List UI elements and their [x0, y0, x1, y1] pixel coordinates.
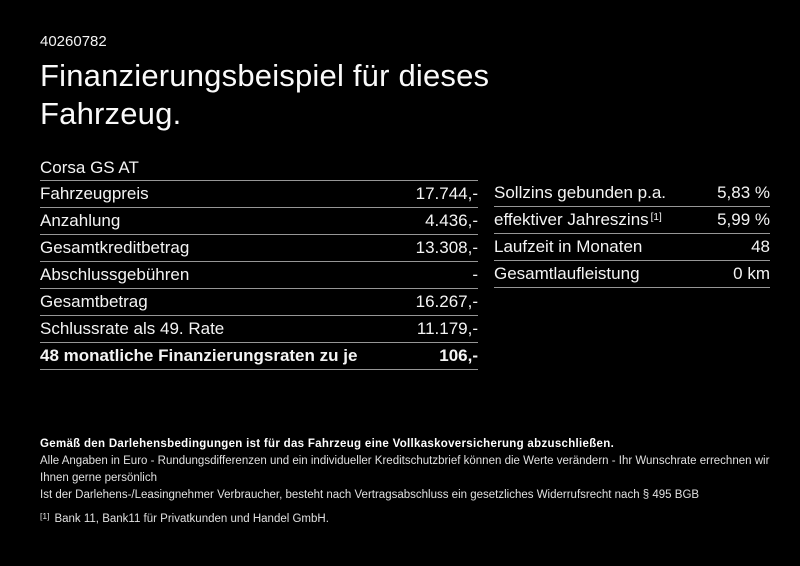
footnote-marker: [1] — [40, 511, 50, 521]
row-label: Anzahlung — [40, 211, 121, 230]
row-value: 4.436,- — [425, 211, 478, 230]
table-row-sollzins: Sollzins gebunden p.a. 5,83 % — [494, 180, 770, 207]
finance-table: Corsa GS AT Fahrzeugpreis 17.744,- Anzah… — [40, 155, 478, 370]
table-row-laufzeit: Laufzeit in Monaten 48 — [494, 234, 770, 261]
row-value: 106,- — [439, 346, 478, 365]
document-number: 40260782 — [40, 33, 107, 50]
row-value: - — [472, 265, 478, 284]
row-value: 17.744,- — [415, 184, 478, 203]
row-label: effektiver Jahreszins [1] — [494, 210, 662, 230]
row-label: Gesamtbetrag — [40, 292, 148, 311]
bank-footnote: [1] Bank 11, Bank11 für Privatkunden und … — [40, 511, 770, 528]
footnote-text: Bank 11, Bank11 für Privatkunden und Han… — [54, 513, 329, 525]
row-value: 48 — [751, 237, 770, 256]
row-value: 13.308,- — [415, 238, 478, 257]
row-label: Laufzeit in Monaten — [494, 237, 643, 256]
row-label: Fahrzeugpreis — [40, 184, 149, 203]
financing-tables: Corsa GS AT Fahrzeugpreis 17.744,- Anzah… — [40, 155, 770, 370]
table-row-fahrzeugpreis: Fahrzeugpreis 17.744,- — [40, 181, 478, 208]
row-value: 0 km — [733, 264, 770, 283]
table-row-schlussrate: Schlussrate als 49. Rate 11.179,- — [40, 316, 478, 343]
vehicle-model-label: Corsa GS AT — [40, 158, 139, 177]
vehicle-model-row: Corsa GS AT — [40, 155, 478, 181]
row-label: Gesamtlaufleistung — [494, 264, 640, 283]
row-value: 5,99 % — [717, 210, 770, 229]
row-label: Sollzins gebunden p.a. — [494, 183, 667, 202]
footer-note-line-3: Ist der Darlehens-/Leasingnehmer Verbrau… — [40, 489, 700, 501]
table-row-effektiver-jahreszins: effektiver Jahreszins [1] 5,99 % — [494, 207, 770, 234]
legal-footer: Gemäß den Darlehensbedingungen ist für d… — [40, 436, 770, 528]
row-label: Schlussrate als 49. Rate — [40, 319, 225, 338]
footnote-marker: [1] — [650, 212, 662, 223]
row-label: Abschlussgebühren — [40, 265, 190, 284]
insurance-note: Gemäß den Darlehensbedingungen ist für d… — [40, 438, 615, 450]
page-title: Finanzierungsbeispiel für dieses Fahrzeu… — [40, 58, 490, 131]
footer-note-line-2: Alle Angaben in Euro - Rundungsdifferenz… — [40, 455, 770, 484]
table-row-gesamtkreditbetrag: Gesamtkreditbetrag 13.308,- — [40, 235, 478, 262]
table-row-gesamtbetrag: Gesamtbetrag 16.267,- — [40, 289, 478, 316]
table-row-anzahlung: Anzahlung 4.436,- — [40, 208, 478, 235]
row-label-text: effektiver Jahreszins — [494, 210, 649, 229]
row-value: 16.267,- — [415, 292, 478, 311]
table-row-gesamtlaufleistung: Gesamtlaufleistung 0 km — [494, 261, 770, 288]
row-label: Gesamtkreditbetrag — [40, 238, 190, 257]
table-row-abschlussgebuehren: Abschlussgebühren - — [40, 262, 478, 289]
conditions-table: Sollzins gebunden p.a. 5,83 % effektiver… — [494, 180, 770, 370]
row-label: 48 monatliche Finanzierungsraten zu je — [40, 346, 358, 365]
row-value: 11.179,- — [416, 319, 478, 338]
row-value: 5,83 % — [717, 183, 770, 202]
table-row-monthly-rate: 48 monatliche Finanzierungsraten zu je 1… — [40, 343, 478, 370]
